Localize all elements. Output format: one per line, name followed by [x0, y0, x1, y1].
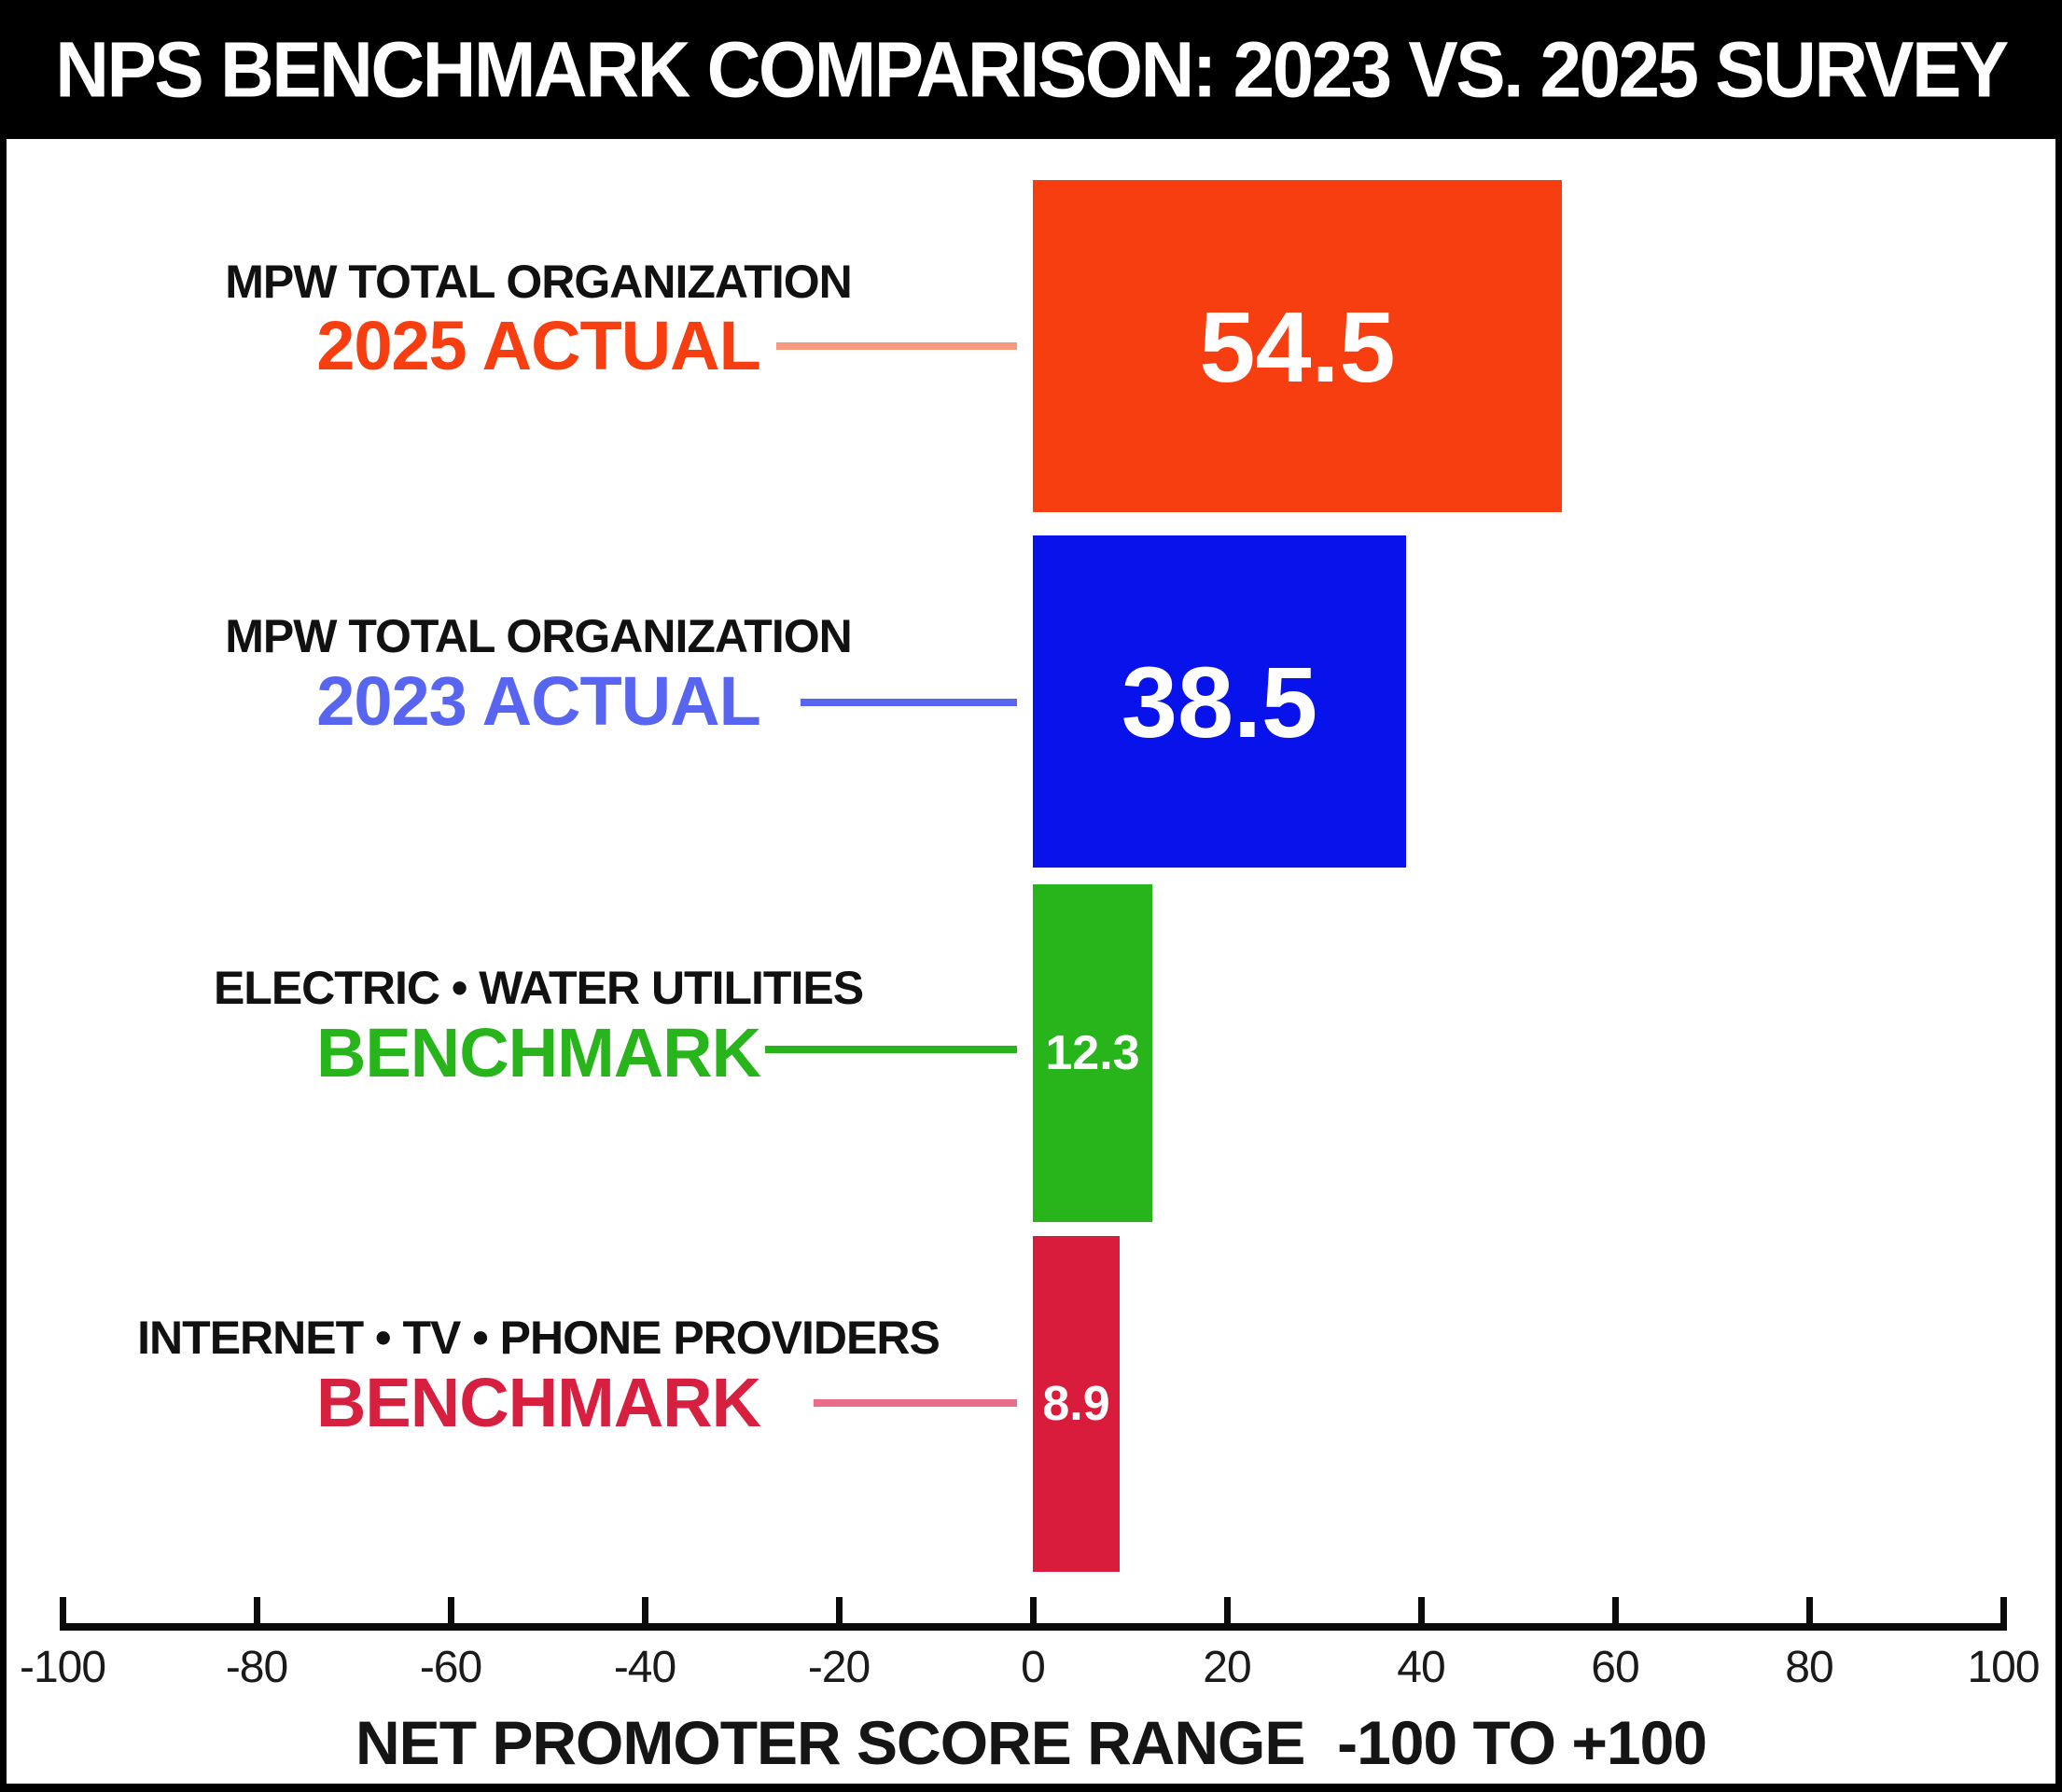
x-axis-tick: [1224, 1597, 1231, 1631]
x-axis-tick: [60, 1597, 66, 1631]
frame-border-bottom: [0, 1784, 2062, 1792]
x-axis-tick-label: -80: [225, 1643, 288, 1692]
bar-2025-actual: 54.5: [1033, 180, 1562, 512]
x-axis-tick-label: 0: [1021, 1643, 1046, 1692]
x-axis-tick-label: -40: [613, 1643, 676, 1692]
x-axis-tick-label: -60: [419, 1643, 482, 1692]
row-label-organization: MPW TOTAL ORGANIZATION: [225, 610, 852, 662]
x-axis-tick-label: 40: [1397, 1643, 1445, 1692]
bar-value: 38.5: [1121, 645, 1318, 758]
x-axis-title: NET PROMOTER SCORE RANGE -100 TO +100: [355, 1708, 1707, 1777]
x-axis-tick: [642, 1597, 648, 1631]
bar-value: 12.3: [1045, 1026, 1140, 1080]
x-axis-tick-label: 20: [1203, 1643, 1251, 1692]
row-label-organization: INTERNET • TV • PHONE PROVIDERS: [137, 1312, 940, 1364]
leader-line: [776, 342, 1017, 350]
x-axis-tick: [254, 1597, 260, 1631]
row-label-series: BENCHMARK: [315, 1014, 761, 1091]
title-bar: NPS BENCHMARK COMPARISON: 2023 VS. 2025 …: [0, 0, 2062, 139]
x-axis-tick: [1806, 1597, 1813, 1631]
row-label-series: 2025 ACTUAL: [316, 307, 761, 384]
x-axis-tick-label: -20: [807, 1643, 871, 1692]
row-label-series: 2023 ACTUAL: [316, 662, 761, 740]
row-label-organization: MPW TOTAL ORGANIZATION: [225, 256, 852, 308]
x-axis-tick: [836, 1597, 843, 1631]
bar-value: 8.9: [1042, 1377, 1110, 1431]
x-axis-tick: [1030, 1597, 1037, 1631]
bar-value: 54.5: [1199, 289, 1396, 403]
frame-border-right: [2055, 0, 2062, 1792]
x-axis-tick-label: 80: [1785, 1643, 1833, 1692]
chart-title: NPS BENCHMARK COMPARISON: 2023 VS. 2025 …: [55, 24, 2009, 114]
bar-providers-benchmark: 8.9: [1033, 1236, 1120, 1572]
x-axis-tick-label: 60: [1591, 1643, 1639, 1692]
x-axis-tick: [1418, 1597, 1425, 1631]
x-axis-tick: [1612, 1597, 1619, 1631]
x-axis-tick: [448, 1597, 454, 1631]
row-label-organization: ELECTRIC • WATER UTILITIES: [213, 962, 864, 1014]
x-axis-tick-label: -100: [19, 1643, 106, 1692]
leader-line: [765, 1046, 1017, 1053]
x-axis-tick: [2000, 1597, 2007, 1631]
bar-2023-actual: 38.5: [1033, 535, 1406, 868]
leader-line: [801, 699, 1017, 706]
frame-border-left: [0, 0, 7, 1792]
x-axis-tick-label: 100: [1967, 1643, 2040, 1692]
bar-utilities-benchmark: 12.3: [1033, 884, 1152, 1222]
leader-line: [814, 1399, 1017, 1407]
row-label-series: BENCHMARK: [315, 1364, 761, 1441]
